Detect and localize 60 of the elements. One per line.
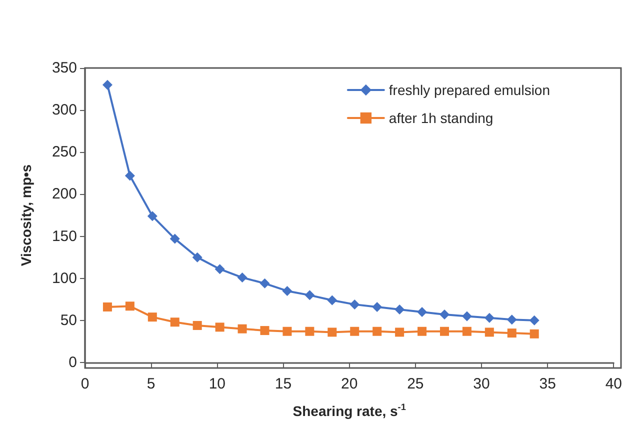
point (506, 314, 517, 325)
point (530, 329, 539, 338)
y-tick-label: 50 (60, 312, 77, 329)
point (102, 302, 112, 312)
point (237, 272, 248, 283)
point (462, 326, 472, 336)
point (260, 278, 270, 288)
point (170, 318, 180, 327)
point (124, 170, 135, 181)
x-tick-label: 0 (80, 376, 90, 392)
point (102, 80, 112, 90)
point (350, 299, 360, 310)
point (148, 312, 157, 322)
point (507, 328, 516, 338)
point (440, 326, 449, 336)
y-tick-label: 0 (68, 354, 77, 371)
y-tick-label: 150 (52, 228, 77, 245)
point (328, 328, 337, 337)
x-tick-label: 40 (605, 376, 622, 392)
point (282, 326, 292, 336)
point (529, 315, 540, 326)
x-tick-label: 10 (208, 376, 226, 392)
x-tick-label: 25 (407, 376, 424, 392)
point (462, 311, 472, 322)
point (484, 328, 494, 337)
y-tick-label: 100 (52, 270, 77, 287)
y-tick-label: 350 (52, 60, 77, 76)
point (147, 211, 158, 222)
y-tick-label: 300 (52, 102, 77, 119)
point (192, 320, 202, 330)
point (417, 307, 428, 318)
point (418, 326, 427, 336)
point (304, 290, 315, 300)
point (125, 302, 134, 311)
x-tick-label: 35 (539, 376, 556, 392)
point (395, 328, 404, 337)
legend-label: after 1h standing (388, 110, 494, 126)
point (372, 326, 382, 336)
point (394, 304, 405, 314)
x-tick-label: 15 (274, 376, 292, 392)
point (170, 234, 180, 244)
y-axis-title: Viscosity, mp•s (18, 164, 34, 266)
point (327, 295, 338, 306)
point (282, 286, 292, 296)
point (305, 326, 314, 336)
point (238, 324, 247, 334)
y-tick-label: 200 (52, 186, 77, 203)
point (192, 252, 202, 262)
point (215, 322, 224, 332)
point (214, 264, 225, 274)
point (372, 302, 382, 312)
y-tick-label: 250 (52, 144, 77, 161)
point (350, 326, 360, 336)
x-tick-label: 30 (473, 376, 490, 392)
x-tick-label: 20 (340, 376, 358, 392)
legend-label: freshly prepared emulsion (388, 82, 550, 98)
point (484, 312, 494, 323)
x-tick-label: 5 (146, 376, 156, 392)
point (439, 310, 450, 320)
point (260, 326, 270, 336)
